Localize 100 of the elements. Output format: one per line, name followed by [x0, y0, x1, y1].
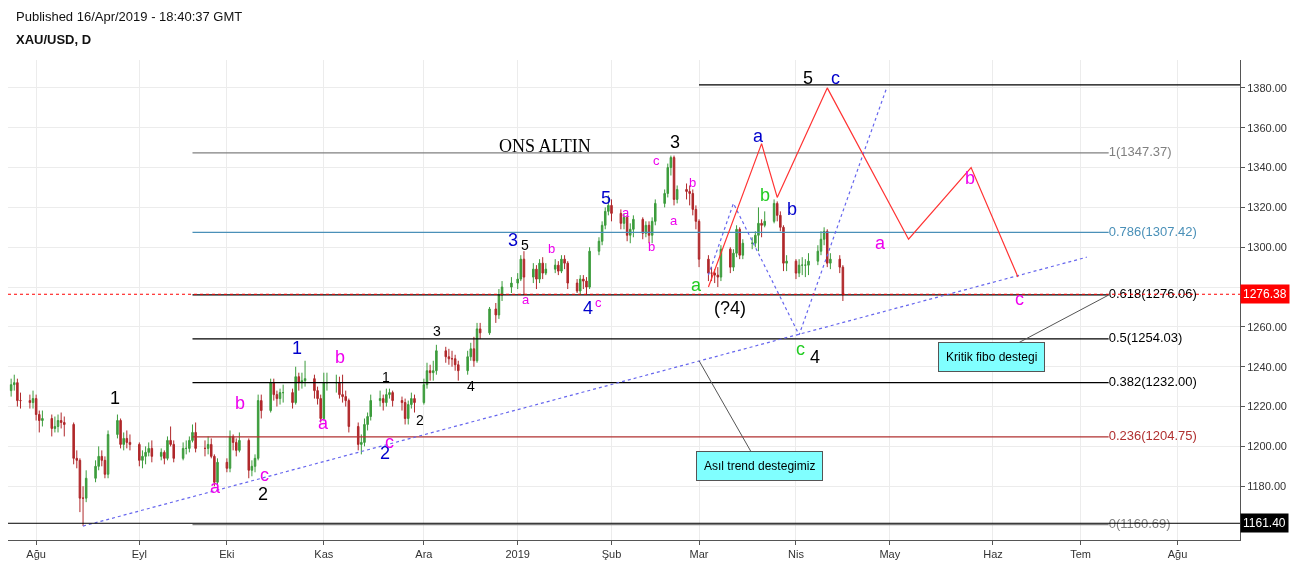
y-tick-label: 1200.00 [1247, 440, 1287, 453]
data-label: 0.5(1254.03) [1108, 330, 1183, 346]
candlestick [560, 254, 563, 274]
candlestick [772, 198, 776, 224]
x-tick-label: Ara [415, 548, 434, 561]
annotation: a [210, 477, 221, 497]
candlestick [475, 322, 479, 364]
candlestick [647, 220, 651, 244]
annotation: c [653, 153, 660, 168]
candlestick [763, 210, 766, 228]
candlestick [297, 372, 301, 392]
annotation: a [875, 233, 886, 253]
y-tick-label: 1180.00 [1247, 480, 1287, 493]
annotation: (?4) [714, 298, 747, 318]
annotation: b [760, 185, 771, 205]
candlestick [138, 441, 141, 467]
candlestick [206, 435, 210, 455]
candlestick [641, 216, 645, 240]
annotation: b [235, 393, 246, 413]
y-tick-label: 1340.00 [1247, 161, 1287, 174]
x-tick-label: Nis [788, 548, 805, 561]
annotation: a [522, 292, 530, 307]
candlestick [181, 441, 185, 461]
candlestick [72, 421, 75, 465]
candlestick [303, 360, 307, 388]
annotation: 1 [110, 388, 121, 408]
candlestick [472, 336, 476, 368]
candlestick [825, 228, 829, 268]
candlestick [582, 274, 585, 290]
candlestick [785, 254, 788, 272]
candlestick [447, 348, 451, 366]
annotation: 1 [292, 338, 303, 358]
candlestick [450, 350, 454, 368]
candlestick [716, 266, 720, 288]
annotation: 5 [803, 68, 814, 88]
candlestick [16, 378, 19, 408]
candlestick [619, 208, 623, 230]
candlestick [794, 258, 798, 280]
annotation: Asıl trend destegimiz [704, 459, 816, 473]
candlestick [428, 364, 432, 382]
annotation: c [796, 339, 805, 359]
candlestick [800, 256, 804, 276]
candlestick [553, 258, 557, 274]
candlestick [159, 447, 163, 461]
candlestick [494, 302, 498, 324]
candlestick [228, 429, 232, 473]
candlestick [269, 378, 272, 414]
annotation: 4 [810, 347, 821, 367]
candlestick [538, 258, 541, 284]
annotation: 3 [670, 132, 681, 152]
candlestick [544, 262, 548, 276]
annotation: a [753, 126, 764, 146]
y-tick-label: 1360.00 [1247, 121, 1287, 134]
annotation: 3 [433, 323, 441, 339]
x-tick-label: Şub [601, 548, 622, 561]
data-label: 0.786(1307.42) [1108, 223, 1197, 239]
x-tick-label: Ağu [1167, 548, 1188, 561]
candlestick [413, 394, 416, 414]
annotation: c [1015, 289, 1024, 309]
annotation: b [787, 199, 798, 219]
annotation: ONS ALTIN [499, 136, 591, 156]
candlestick [741, 238, 745, 260]
candlestick [738, 226, 741, 260]
annotation: 4 [583, 298, 594, 318]
x-tick-label: Eyl [131, 548, 147, 561]
candlestick [757, 206, 760, 252]
annotation: b [648, 239, 656, 254]
annotation: b [965, 168, 976, 188]
data-label: 0.382(1232.00) [1108, 373, 1197, 389]
candlestick [278, 388, 282, 406]
candlestick [729, 246, 732, 274]
x-tick-label: Haz [983, 548, 1003, 561]
annotation: a [318, 413, 329, 433]
x-tick-label: Ağu [26, 548, 46, 561]
candlestick [385, 388, 388, 408]
candlestick [144, 445, 147, 465]
candlestick [122, 431, 125, 451]
ref-line-label: 1161.40 [1243, 516, 1286, 530]
candlestick [31, 390, 35, 410]
annotation: 3 [508, 230, 519, 250]
y-tick-label: 1300.00 [1247, 241, 1287, 254]
candlestick [610, 198, 613, 222]
annotation: Kritik fibo destegi [946, 350, 1038, 364]
candlestick [829, 252, 832, 270]
candlestick [403, 398, 407, 425]
candlestick [335, 374, 338, 394]
candlestick [41, 410, 44, 427]
candlestick [119, 418, 122, 449]
candlestick [341, 374, 344, 404]
candlestick [116, 414, 119, 439]
candlestick [532, 262, 535, 284]
candlestick [444, 346, 448, 364]
y-tick-label: 1320.00 [1247, 201, 1287, 214]
candlestick [575, 278, 579, 294]
candlestick [125, 429, 129, 449]
candlestick [63, 416, 66, 437]
candlestick [378, 390, 382, 408]
annotation: c [260, 465, 269, 485]
candlestick [322, 372, 326, 421]
chart-title: XAU/USD, D [16, 32, 92, 47]
